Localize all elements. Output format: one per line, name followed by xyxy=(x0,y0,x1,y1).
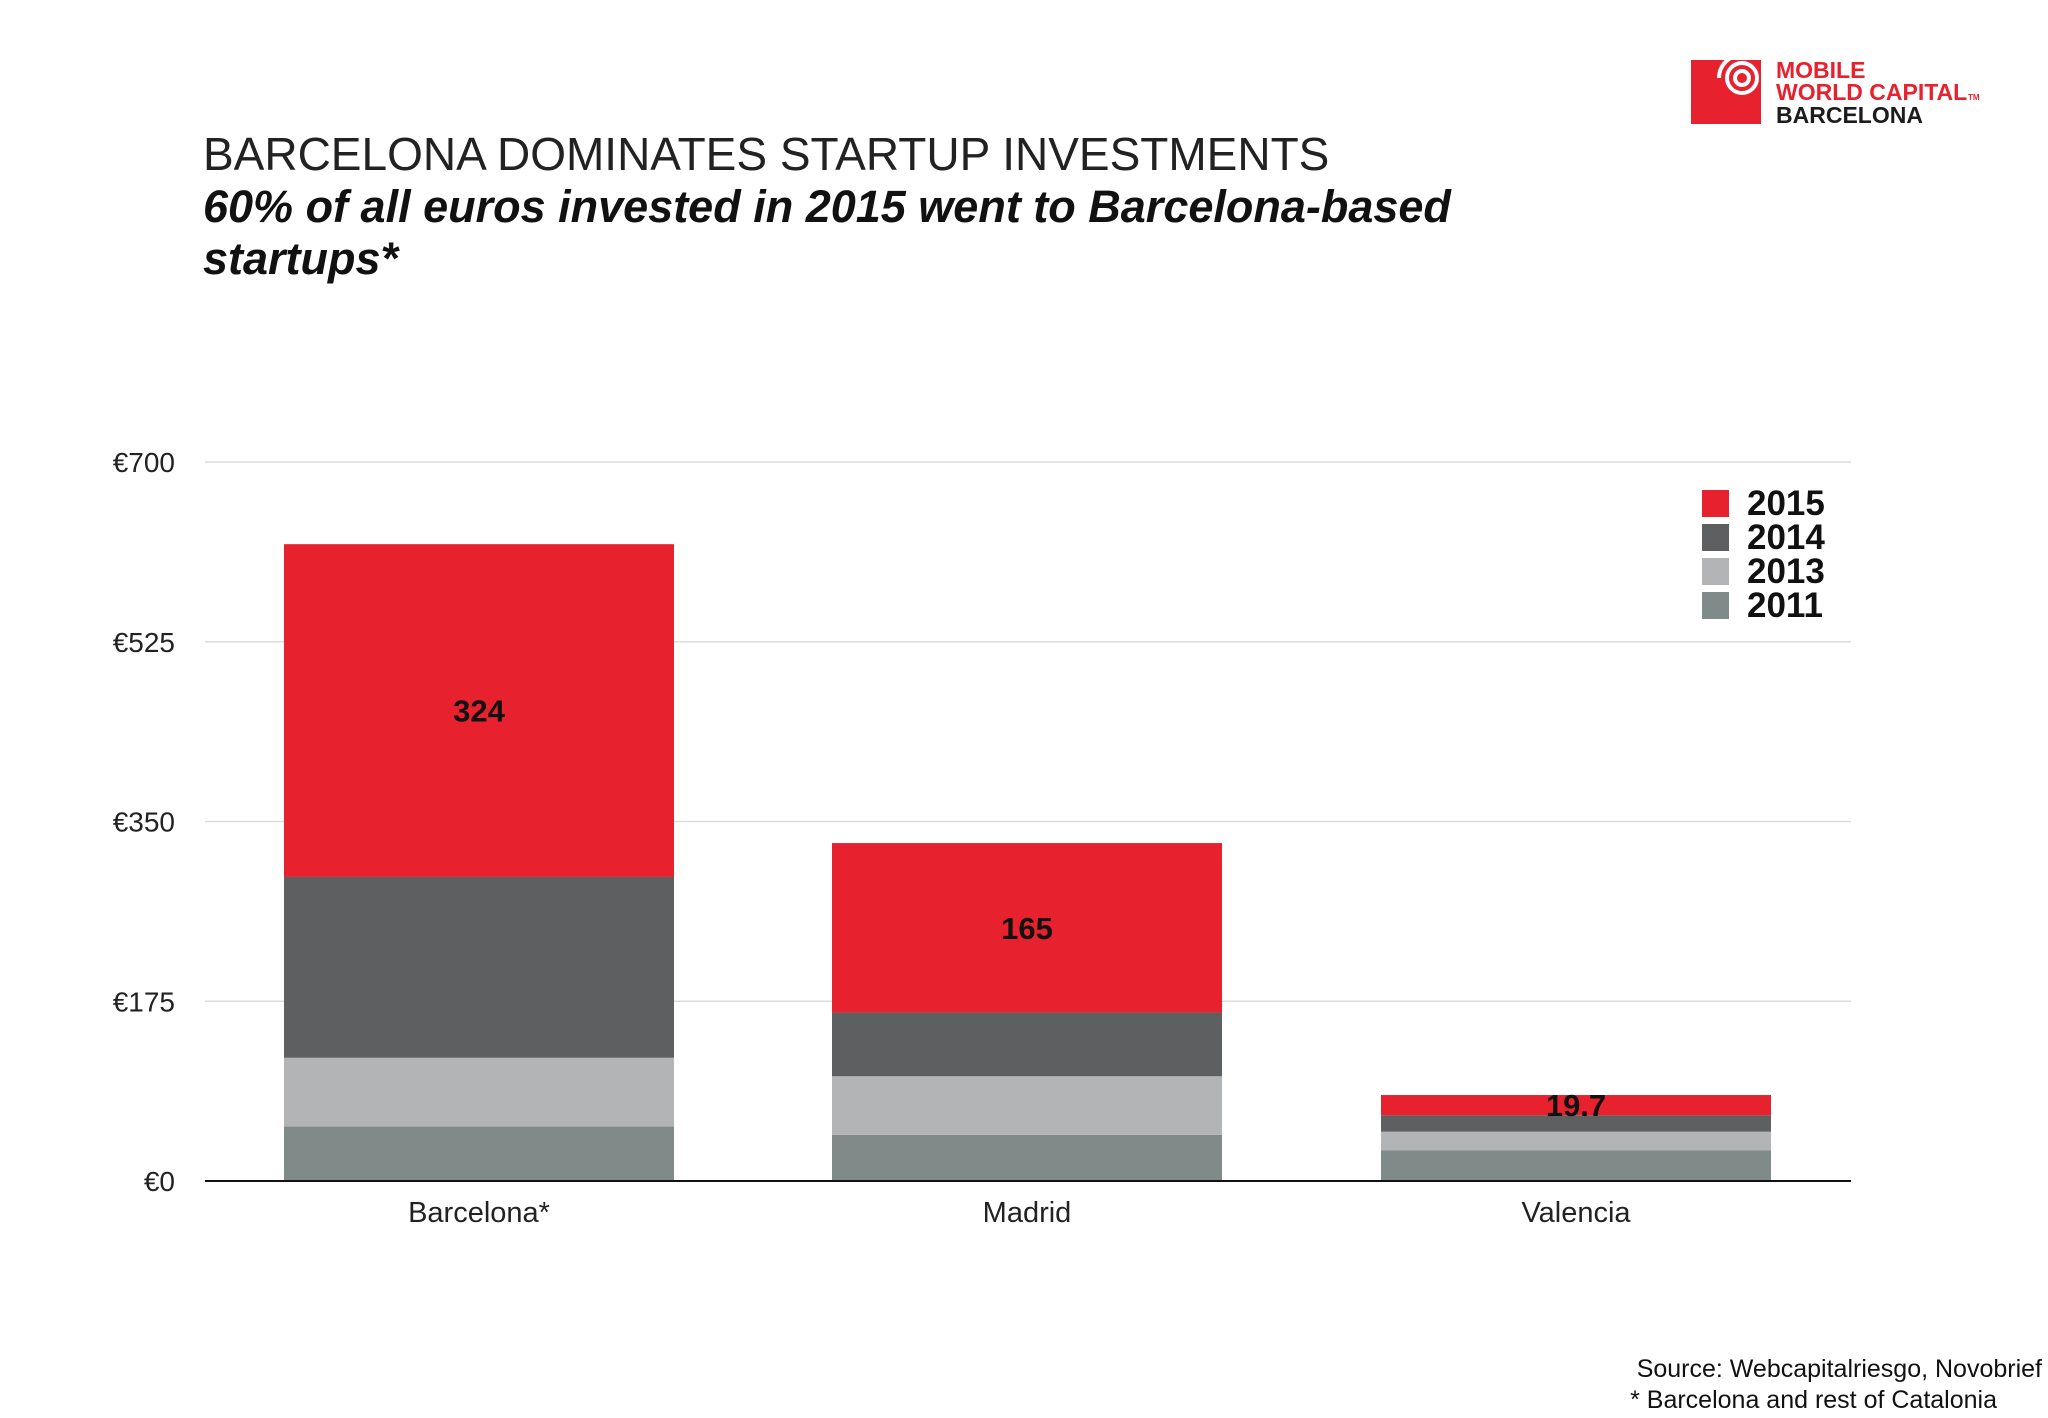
x-category-label: Madrid xyxy=(983,1197,1072,1229)
footnote: * Barcelona and rest of Catalonia xyxy=(1630,1386,1997,1414)
bar-segment-2011 xyxy=(1381,1150,1771,1181)
logo-trademark: TM xyxy=(1968,93,1980,102)
chart-subtitle-line-2: startups* xyxy=(203,233,401,284)
y-tick-label: €700 xyxy=(113,447,175,478)
y-tick-label: €350 xyxy=(113,807,175,838)
data-label: 19.7 xyxy=(1546,1088,1606,1123)
legend-label: 2015 xyxy=(1747,484,1825,523)
bar-segment-2013 xyxy=(832,1076,1222,1135)
y-tick-label: €525 xyxy=(113,627,175,658)
legend-swatch-2015 xyxy=(1702,490,1729,517)
y-tick-label: €0 xyxy=(144,1166,175,1197)
bar-segment-2014 xyxy=(1381,1115,1771,1132)
y-axis-ticks: €0 €175 €350 €525 €700 xyxy=(113,447,175,1197)
legend-label: 2014 xyxy=(1747,518,1825,557)
x-category-label: Barcelona* xyxy=(408,1197,550,1229)
legend-label: 2013 xyxy=(1747,552,1825,591)
bar-segment-2014 xyxy=(832,1012,1222,1077)
legend-swatch-2014 xyxy=(1702,524,1729,551)
legend-swatch-2011 xyxy=(1702,592,1729,619)
logo-line-2: WORLD CAPITAL xyxy=(1776,79,1967,105)
y-tick-label: €175 xyxy=(113,986,175,1017)
brand-logo: MOBILE WORLD CAPITAL TM BARCELONA xyxy=(1691,53,1980,128)
x-axis-categories: Barcelona* Madrid Valencia xyxy=(408,1197,1631,1229)
bar-segment-2011 xyxy=(284,1126,674,1181)
bar-segment-2013 xyxy=(1381,1131,1771,1151)
data-labels: 324 165 19.7 xyxy=(453,694,1606,1124)
x-category-label: Valencia xyxy=(1521,1197,1631,1229)
legend-swatch-2013 xyxy=(1702,558,1729,585)
radio-waves-icon xyxy=(1717,53,1759,95)
chart-title: BARCELONA DOMINATES STARTUP INVESTMENTS xyxy=(203,128,1329,180)
logo-line-1: MOBILE xyxy=(1776,57,1865,83)
source-note: Source: Webcapitalriesgo, Novobrief xyxy=(1637,1355,2042,1383)
bar-segment-2015 xyxy=(832,843,1222,1013)
bar-segment-2014 xyxy=(284,876,674,1058)
bar-segment-2015 xyxy=(284,544,674,877)
data-label: 324 xyxy=(453,694,505,729)
logo-line-3: BARCELONA xyxy=(1776,102,1923,128)
bar-segment-2015 xyxy=(1381,1095,1771,1116)
chart-subtitle-line-1: 60% of all euros invested in 2015 went t… xyxy=(203,181,1452,232)
bar-segment-2013 xyxy=(284,1057,674,1127)
legend-label: 2011 xyxy=(1747,586,1823,625)
data-label: 165 xyxy=(1001,911,1053,946)
bars xyxy=(284,544,1771,1181)
bar-segment-2011 xyxy=(832,1134,1222,1181)
